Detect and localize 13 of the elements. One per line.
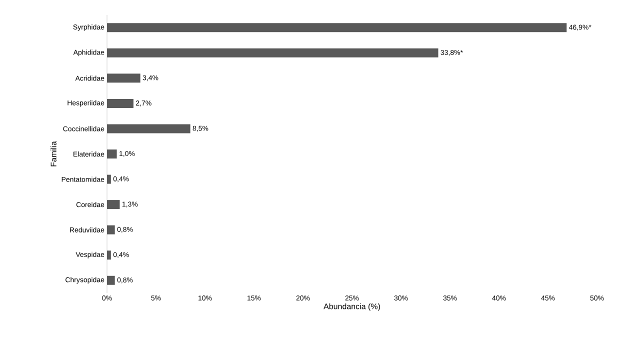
bar: [107, 124, 190, 134]
y-axis-title: Familia: [50, 141, 56, 166]
bar: [107, 174, 111, 184]
x-axis-title: Abundancia (%): [324, 303, 380, 311]
bar: [107, 48, 438, 58]
bar: [107, 225, 115, 234]
bar: [107, 276, 115, 285]
bar: [107, 98, 134, 108]
bar: [107, 200, 120, 210]
bar: [107, 23, 567, 32]
bar: [107, 150, 117, 158]
bar: [107, 250, 111, 260]
bar: [107, 74, 140, 83]
